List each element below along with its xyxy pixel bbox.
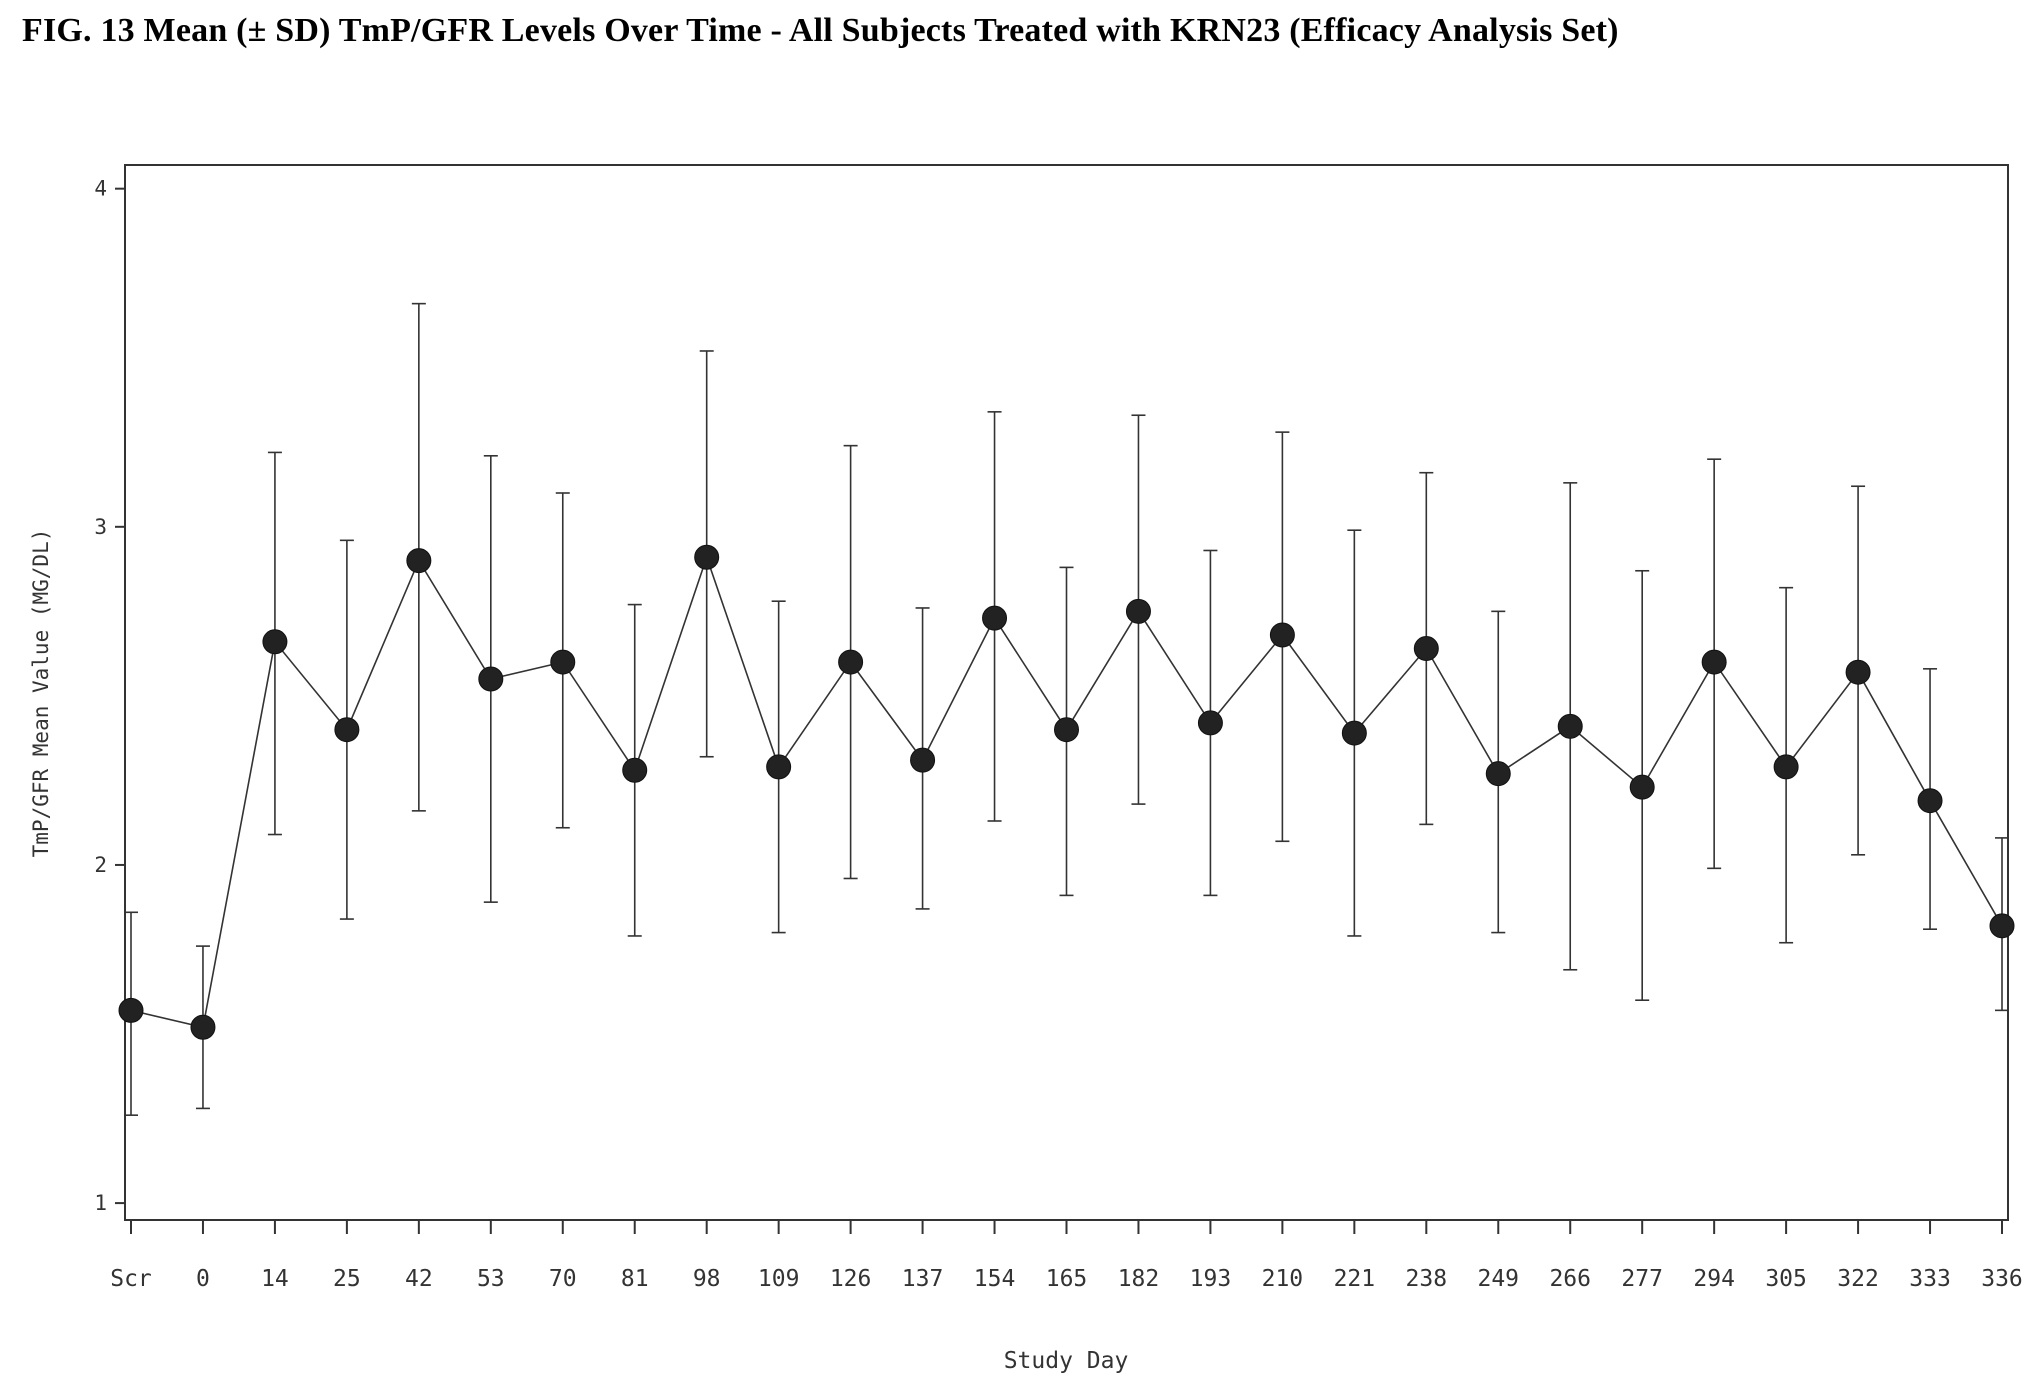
data-point <box>910 747 936 773</box>
x-tick-label: 305 <box>1765 1266 1807 1292</box>
figure-title: FIG. 13 Mean (± SD) TmP/GFR Levels Over … <box>22 12 1619 49</box>
x-tick-label: 277 <box>1621 1266 1663 1292</box>
data-point <box>1917 788 1943 814</box>
data-point <box>1197 710 1223 736</box>
data-point <box>1485 761 1511 787</box>
y-tick-label: 1 <box>94 1191 107 1215</box>
data-point <box>1125 598 1151 624</box>
x-tick-label: 165 <box>1046 1266 1088 1292</box>
x-tick-label: 42 <box>405 1266 433 1292</box>
x-tick-label: 53 <box>477 1266 505 1292</box>
x-tick-label: 137 <box>902 1266 944 1292</box>
x-tick-label: 25 <box>333 1266 361 1292</box>
x-tick-label: 14 <box>261 1266 289 1292</box>
data-point <box>982 605 1008 631</box>
y-tick-label: 2 <box>94 853 107 877</box>
data-point <box>262 629 288 655</box>
data-point <box>1989 913 2015 939</box>
x-tick-label: 0 <box>196 1266 210 1292</box>
x-tick-label: 336 <box>1981 1266 2023 1292</box>
y-axis-label: TmP/GFR Mean Value (MG/DL) <box>29 529 53 858</box>
x-axis: Scr 0 14 25 42 53 70 81 98 109 126 137 154 165 182 193 2… <box>110 1220 2023 1292</box>
data-point <box>1629 774 1655 800</box>
error-bars <box>124 302 2009 1116</box>
data-point <box>1701 649 1727 675</box>
y-tick-label: 4 <box>94 177 107 201</box>
data-point <box>622 757 648 783</box>
x-tick-label: 98 <box>693 1266 721 1292</box>
x-tick-label: 193 <box>1190 1266 1232 1292</box>
x-tick-label: Scr <box>110 1266 152 1292</box>
data-point <box>766 754 792 780</box>
data-point <box>190 1014 216 1040</box>
data-point <box>1845 659 1871 685</box>
x-tick-label: 294 <box>1693 1266 1735 1292</box>
data-point <box>1341 720 1367 746</box>
y-tick-label: 3 <box>94 515 107 539</box>
x-tick-label: 210 <box>1262 1266 1304 1292</box>
data-point <box>838 649 864 675</box>
x-tick-label: 249 <box>1477 1266 1519 1292</box>
x-tick-label: 81 <box>621 1266 649 1292</box>
data-point <box>1557 713 1583 739</box>
data-point <box>1773 754 1799 780</box>
data-point <box>478 666 504 692</box>
x-tick-label: 221 <box>1334 1266 1376 1292</box>
data-point <box>1054 717 1079 743</box>
x-tick-label: 322 <box>1837 1266 1879 1292</box>
data-point <box>550 649 576 675</box>
x-tick-label: 109 <box>758 1266 800 1292</box>
data-point <box>406 548 432 574</box>
x-tick-label: 333 <box>1909 1266 1951 1292</box>
y-axis: 1 2 3 4 <box>94 177 125 1215</box>
data-point <box>118 997 144 1023</box>
x-tick-label: 182 <box>1118 1266 1160 1292</box>
data-point <box>1269 622 1295 648</box>
data-point <box>694 544 720 570</box>
x-axis-label: Study Day <box>1004 1348 1129 1374</box>
x-tick-label: 126 <box>830 1266 872 1292</box>
x-tick-label: 70 <box>549 1266 577 1292</box>
x-tick-label: 266 <box>1549 1266 1591 1292</box>
data-markers <box>118 544 2015 1040</box>
data-point <box>334 717 360 743</box>
data-point <box>1413 636 1439 662</box>
x-tick-label: 154 <box>974 1266 1016 1292</box>
x-tick-label: 238 <box>1406 1266 1448 1292</box>
